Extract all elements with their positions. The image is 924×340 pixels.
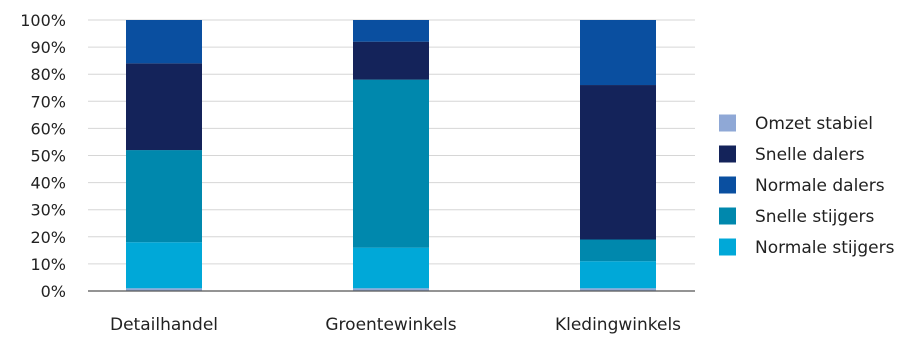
y-tick-label: 10% — [30, 255, 66, 274]
bar-segment — [126, 150, 202, 243]
legend-label: Omzet stabiel — [755, 114, 873, 134]
legend-label: Normale stijgers — [755, 238, 895, 258]
bar-segment — [580, 261, 656, 289]
bar-segment — [353, 79, 429, 248]
legend-swatch — [719, 145, 736, 163]
y-tick-label: 30% — [30, 201, 66, 220]
legend-item: Snelle dalers — [719, 145, 865, 165]
legend-label: Normale dalers — [755, 176, 885, 196]
bar-segment — [126, 63, 202, 151]
x-tick-label: Detailhandel — [110, 315, 218, 335]
bars — [126, 20, 656, 291]
y-tick-label: 0% — [41, 282, 66, 301]
bar-segment — [353, 41, 429, 80]
y-tick-label: 80% — [30, 65, 66, 84]
bar-segment — [126, 288, 202, 291]
bar-segment — [126, 20, 202, 64]
legend-swatch — [719, 207, 736, 225]
y-axis-ticks: 0% 10% 20% 30% 40% 50% 60% 70% 80% 90% 100% — [20, 11, 66, 301]
x-tick-label: Groentewinkels — [325, 315, 456, 335]
y-tick-label: 70% — [30, 92, 66, 111]
legend-item: Snelle stijgers — [719, 207, 875, 227]
y-tick-label: 60% — [30, 119, 66, 138]
y-tick-label: 20% — [30, 228, 66, 247]
legend-item: Omzet stabiel — [719, 114, 873, 134]
legend-swatch — [719, 238, 736, 256]
bar-segment — [353, 288, 429, 291]
bar-segment — [580, 85, 656, 240]
bar-segment — [580, 239, 656, 262]
y-tick-label: 90% — [30, 38, 66, 57]
legend-label: Snelle stijgers — [755, 207, 875, 227]
legend-swatch — [719, 114, 736, 132]
legend-item: Normale stijgers — [719, 238, 895, 258]
legend: Omzet stabiel Snelle dalers Normale dalers… — [719, 114, 895, 258]
y-tick-label: 100% — [20, 11, 66, 30]
bar-segment — [353, 20, 429, 42]
bar-segment — [126, 242, 202, 289]
y-tick-label: 40% — [30, 174, 66, 193]
y-tick-label: 50% — [30, 147, 66, 166]
legend-item: Normale dalers — [719, 176, 885, 196]
legend-swatch — [719, 176, 736, 194]
x-tick-label: Kledingwinkels — [555, 315, 681, 335]
legend-label: Snelle dalers — [755, 145, 865, 165]
bar-segment — [353, 247, 429, 289]
x-axis-labels: Detailhandel Groentewinkels Kledingwinkels — [110, 315, 681, 335]
bar-segment — [580, 20, 656, 86]
bar-segment — [580, 288, 656, 291]
